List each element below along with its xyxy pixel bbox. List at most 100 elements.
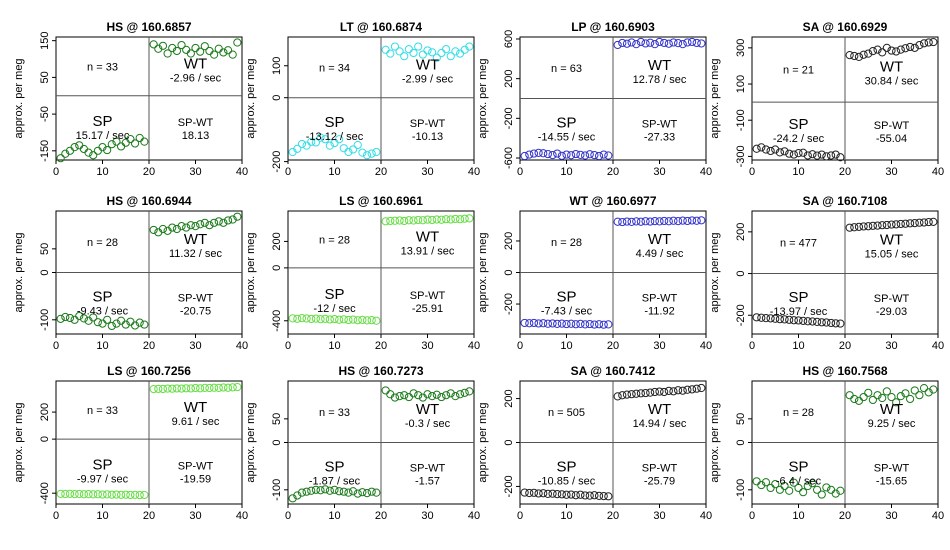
n-count-label: n = 33	[87, 61, 118, 73]
wt-point	[196, 220, 205, 229]
diff-value: -1.57	[415, 475, 440, 487]
x-tick-label: 10	[792, 510, 804, 522]
sp-point	[785, 315, 794, 324]
sp-point	[311, 314, 320, 323]
x-tick-label: 40	[236, 166, 248, 178]
sp-point	[353, 140, 362, 150]
wt-point	[214, 217, 223, 226]
x-tick-label: 10	[560, 340, 572, 352]
wt-rate-label: 30.84 / sec	[865, 76, 919, 88]
sp-point	[529, 149, 539, 158]
x-tick-label: 30	[421, 166, 433, 178]
x-tick-label: 20	[607, 510, 619, 522]
sp-point	[761, 478, 771, 487]
wt-point	[664, 39, 673, 48]
x-tick-label: 10	[560, 166, 572, 178]
sp-point	[539, 149, 548, 158]
diff-value: -27.33	[644, 131, 675, 143]
n-count-label: n = 505	[548, 407, 585, 419]
sp-point	[330, 485, 339, 494]
wt-point	[186, 384, 195, 393]
sp-rate-label: -14.55 / sec	[538, 131, 596, 143]
sp-point	[362, 316, 372, 325]
sp-point	[525, 150, 534, 159]
x-tick-label: 10	[792, 166, 804, 178]
y-axis-label: approx. per meg	[709, 58, 721, 138]
diff-label: SP-WT	[410, 290, 446, 302]
y-tick-label: 50	[271, 413, 283, 425]
y-tick-label: -100	[271, 479, 283, 501]
wt-point	[182, 223, 191, 232]
sp-point	[585, 319, 594, 329]
wt-point	[915, 391, 924, 400]
y-tick-label: 100	[735, 75, 747, 93]
wt-point	[432, 215, 441, 224]
sp-point	[557, 490, 566, 499]
sp-point	[752, 144, 761, 153]
sp-point	[775, 315, 785, 324]
wt-point	[859, 50, 868, 59]
sp-point	[135, 318, 144, 327]
wt-label: WT	[880, 231, 903, 248]
x-tick-label: 30	[189, 166, 201, 178]
sp-rate-label: -6.4 / sec	[776, 475, 822, 487]
wt-point	[228, 383, 237, 392]
wt-point	[205, 221, 214, 230]
y-tick-label: 0	[271, 95, 283, 101]
wt-point	[205, 46, 214, 56]
wt-point	[878, 221, 887, 230]
sp-point	[75, 489, 84, 499]
sp-point	[307, 486, 316, 495]
wt-point	[650, 387, 659, 397]
wt-point	[915, 218, 924, 227]
sp-point	[362, 151, 372, 160]
chart-panel-8: SA @ 160.7108 approx. per meg 0 10 20 30 40 200…	[709, 194, 944, 352]
sp-point	[826, 151, 836, 160]
wt-point	[149, 385, 158, 394]
wt-point	[627, 390, 636, 399]
sp-point	[297, 139, 307, 149]
wt-point	[896, 219, 905, 229]
wt-point	[622, 217, 632, 226]
sp-point	[117, 142, 126, 151]
wt-point	[428, 48, 437, 57]
wt-point	[910, 218, 919, 228]
sp-point	[543, 149, 553, 159]
chart-panel-6: LS @ 160.6961 approx. per meg 0 10 20 30 40 200…	[245, 194, 480, 352]
sp-rate-label: -7.43 / sec	[541, 305, 593, 317]
sp-point	[140, 320, 149, 329]
wt-point	[655, 387, 664, 396]
y-tick-label: -200	[735, 304, 747, 326]
wt-point	[636, 37, 646, 47]
wt-point	[924, 217, 933, 227]
wt-point	[618, 38, 627, 48]
sp-point	[335, 315, 344, 324]
x-tick-label: 10	[792, 340, 804, 352]
wt-point	[446, 52, 455, 61]
sp-point	[785, 149, 794, 158]
wt-point	[683, 216, 692, 226]
sp-label: SP	[92, 457, 112, 474]
sp-point	[794, 149, 803, 158]
sp-point	[557, 151, 566, 160]
chart-panel-10: HS @ 160.7273 approx. per meg 0 10 20 30 40 50 0…	[245, 364, 480, 522]
sp-point	[581, 491, 590, 500]
wt-point	[423, 46, 432, 55]
sp-point	[761, 145, 771, 154]
wt-point	[414, 42, 423, 51]
sp-point	[362, 489, 372, 498]
x-tick-label: 40	[700, 510, 712, 522]
sp-point	[775, 485, 785, 494]
sp-point	[789, 150, 798, 159]
chart-panel-9: LS @ 160.7256 approx. per meg 0 10 20 30 40 200…	[13, 364, 248, 522]
wt-point	[437, 392, 446, 402]
diff-label: SP-WT	[410, 118, 446, 130]
wt-point	[163, 49, 172, 58]
sp-point	[817, 318, 826, 327]
sp-point	[297, 488, 307, 497]
sp-point	[65, 313, 75, 323]
wt-point	[868, 395, 878, 405]
x-tick-label: 10	[96, 166, 108, 178]
wt-point	[636, 217, 646, 226]
